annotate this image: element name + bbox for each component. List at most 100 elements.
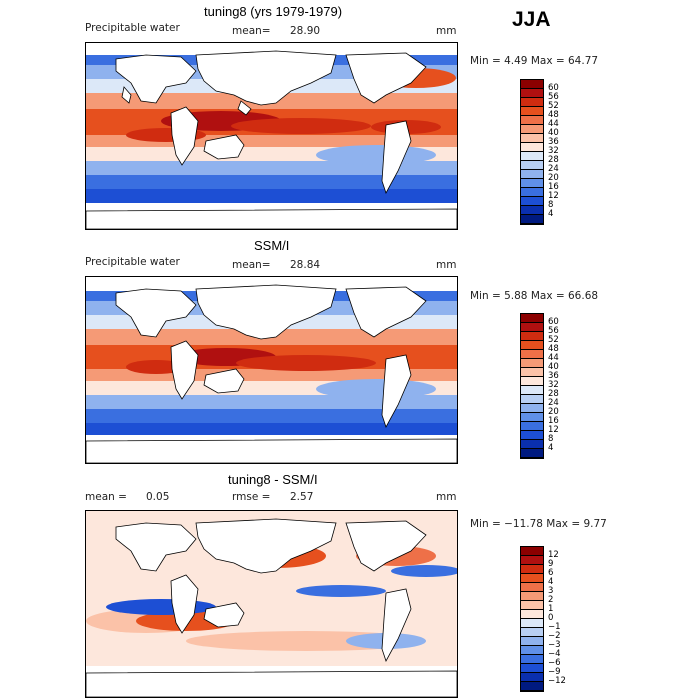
panel-3-rmse-label: rmse =: [232, 491, 271, 503]
colorbar-cell: [521, 161, 543, 170]
colorbar-cell: [521, 98, 543, 107]
colorbar-tick-label: 12: [548, 424, 559, 435]
colorbar-cell: [521, 188, 543, 197]
colorbar-cell: [521, 107, 543, 116]
panel-3-map: [85, 510, 458, 698]
colorbar-tick-label: −12: [548, 675, 566, 686]
panel-1-title: tuning8 (yrs 1979-1979): [204, 4, 343, 19]
panel-3-title: tuning8 - SSM/I: [228, 472, 318, 487]
colorbar-cell: [521, 556, 543, 565]
colorbar-tick-label: 12: [548, 190, 559, 201]
colorbar-tick-label: 60: [548, 82, 559, 93]
colorbar-tick-label: 28: [548, 154, 559, 165]
colorbar-cell: [521, 125, 543, 134]
colorbar-tick-label: 36: [548, 370, 559, 381]
colorbar-tick-label: 44: [548, 352, 559, 363]
panel-1-colorbar-ticks: 60 56 52 48 44 40 36 32 28 24 20 16 12 8 4: [548, 79, 578, 223]
colorbar-cell: [521, 547, 543, 556]
panel-2-range: Min = 5.88 Max = 66.68: [470, 290, 599, 302]
colorbar-cell: [521, 197, 543, 206]
colorbar-cell: [521, 422, 543, 431]
panel-2-colorbar-ticks: 60 56 52 48 44 40 36 32 28 24 20 16 12 8 4: [548, 313, 578, 457]
colorbar-tick-label: 8: [548, 433, 554, 444]
colorbar-tick-label: 24: [548, 397, 559, 408]
colorbar-cell: [521, 179, 543, 188]
colorbar-tick-label: −3: [548, 639, 561, 650]
panel-1-units: mm: [436, 25, 457, 37]
panel-1-map: [85, 42, 458, 230]
panel-3-colorbar: [520, 546, 544, 692]
panel-3-rmse-value: 2.57: [290, 491, 314, 503]
colorbar-tick-label: 4: [548, 576, 554, 587]
colorbar-cell: [521, 574, 543, 583]
colorbar-tick-label: 40: [548, 361, 559, 372]
panel-2-map: [85, 276, 458, 464]
colorbar-cell: [521, 628, 543, 637]
colorbar-tick-label: 4: [548, 442, 554, 453]
colorbar-tick-label: 3: [548, 585, 554, 596]
panel-3-units: mm: [436, 491, 457, 503]
panel-2-title: SSM/I: [254, 238, 290, 253]
colorbar-cell: [521, 134, 543, 143]
colorbar-cell: [521, 323, 543, 332]
panel-2-variable: Precipitable water: [85, 256, 180, 268]
colorbar-cell: [521, 143, 543, 152]
colorbar-cell: [521, 215, 543, 224]
colorbar-tick-label: 16: [548, 181, 559, 192]
colorbar-tick-label: 4: [548, 208, 554, 219]
colorbar-cell: [521, 386, 543, 395]
colorbar-tick-label: 16: [548, 415, 559, 426]
colorbar-cell: [521, 664, 543, 673]
colorbar-tick-label: −4: [548, 648, 561, 659]
colorbar-tick-label: 12: [548, 549, 559, 560]
panel-3-mean-label: mean =: [85, 491, 127, 503]
panel-1-mean-label: mean=: [232, 25, 271, 37]
panel-1-range: Min = 4.49 Max = 64.77: [470, 55, 599, 67]
colorbar-cell: [521, 152, 543, 161]
colorbar-cell: [521, 655, 543, 664]
colorbar-tick-label: 0: [548, 612, 554, 623]
panel-3-colorbar-ticks: 12 9 6 4 3 2 1 0 −1 −2 −3 −4 −6 −9 −12: [548, 546, 578, 690]
colorbar-tick-label: 56: [548, 91, 559, 102]
colorbar-tick-label: 6: [548, 567, 554, 578]
panel-2-mean-label: mean=: [232, 259, 271, 271]
colorbar-tick-label: −9: [548, 666, 561, 677]
colorbar-cell: [521, 80, 543, 89]
panel-1-mean-value: 28.90: [290, 25, 321, 37]
colorbar-cell: [521, 646, 543, 655]
colorbar-tick-label: 36: [548, 136, 559, 147]
colorbar-tick-label: 56: [548, 325, 559, 336]
colorbar-tick-label: 8: [548, 199, 554, 210]
colorbar-tick-label: 44: [548, 118, 559, 129]
colorbar-cell: [521, 341, 543, 350]
colorbar-cell: [521, 404, 543, 413]
colorbar-cell: [521, 332, 543, 341]
season-label: JJA: [512, 8, 551, 31]
colorbar-cell: [521, 395, 543, 404]
colorbar-tick-label: 1: [548, 603, 554, 614]
colorbar-tick-label: 52: [548, 100, 559, 111]
panel-1-map-svg: [86, 43, 457, 229]
panel-2-units: mm: [436, 259, 457, 271]
colorbar-tick-label: 2: [548, 594, 554, 605]
colorbar-tick-label: 40: [548, 127, 559, 138]
colorbar-cell: [521, 377, 543, 386]
colorbar-cell: [521, 449, 543, 458]
colorbar-cell: [521, 89, 543, 98]
colorbar-cell: [521, 170, 543, 179]
colorbar-cell: [521, 359, 543, 368]
colorbar-tick-label: −1: [548, 621, 561, 632]
colorbar-tick-label: 60: [548, 316, 559, 327]
panel-1-colorbar: [520, 79, 544, 225]
panel-1-variable: Precipitable water: [85, 22, 180, 34]
colorbar-cell: [521, 314, 543, 323]
colorbar-tick-label: 32: [548, 145, 559, 156]
colorbar-cell: [521, 583, 543, 592]
colorbar-tick-label: 20: [548, 406, 559, 417]
colorbar-cell: [521, 440, 543, 449]
colorbar-tick-label: 20: [548, 172, 559, 183]
colorbar-cell: [521, 682, 543, 691]
panel-2-map-svg: [86, 277, 457, 463]
colorbar-tick-label: 48: [548, 109, 559, 120]
colorbar-cell: [521, 368, 543, 377]
